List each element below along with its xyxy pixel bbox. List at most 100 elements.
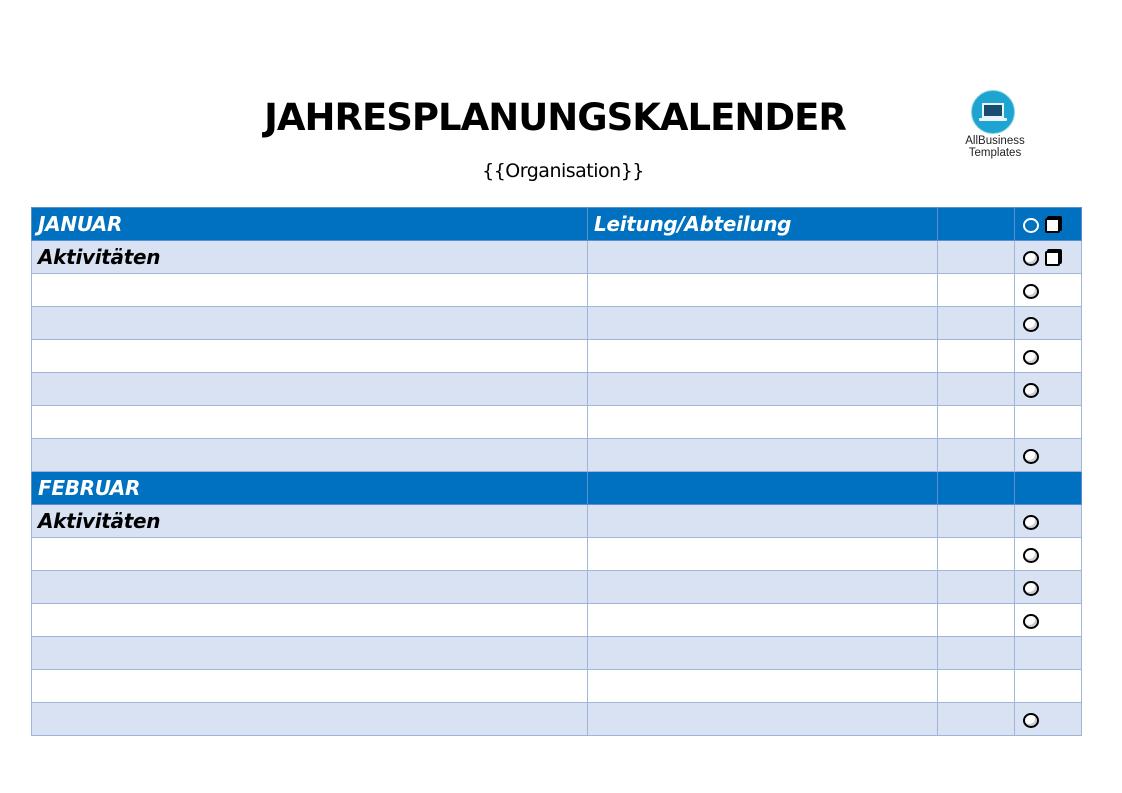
circle-checkbox-icon[interactable] [1023,449,1039,464]
laptop-icon [971,90,1015,134]
date-cell[interactable] [937,570,1015,604]
activity-row [31,636,1082,670]
status-cell[interactable] [1014,372,1082,406]
logo-text: AllBusiness Templates [958,135,1032,159]
activity-cell[interactable] [31,669,588,703]
status-cell[interactable] [1014,405,1082,439]
status-cell[interactable] [1014,207,1082,241]
leitung-cell[interactable] [587,636,938,670]
date-cell[interactable] [937,273,1015,307]
activity-cell[interactable] [31,306,588,340]
leitung-cell[interactable] [587,240,938,274]
allbusiness-templates-logo: AllBusiness Templates [958,88,1032,164]
date-cell[interactable] [937,471,1015,505]
date-cell[interactable] [937,372,1015,406]
leitung-cell[interactable] [587,405,938,439]
leitung-cell[interactable] [587,438,938,472]
activity-cell[interactable] [31,702,588,736]
date-cell[interactable] [937,306,1015,340]
date-cell[interactable] [937,636,1015,670]
planning-table: JANUAR Leitung/Abteilung Aktivitäten FEBRUA… [31,207,1082,736]
leitung-cell[interactable] [587,702,938,736]
status-cell[interactable] [1014,240,1082,274]
circle-checkbox-icon[interactable] [1023,515,1039,530]
activity-cell[interactable]: Aktivitäten [31,504,588,538]
leitung-header: Leitung/Abteilung [587,207,938,241]
status-cell[interactable] [1014,570,1082,604]
month-name: JANUAR [31,207,588,241]
circle-checkbox-icon[interactable] [1023,383,1039,398]
activities-label: Aktivitäten [38,245,161,269]
status-cell[interactable] [1014,504,1082,538]
circle-checkbox-icon[interactable] [1023,317,1039,332]
leitung-cell[interactable] [587,603,938,637]
status-cell[interactable] [1014,339,1082,373]
leitung-cell[interactable] [587,306,938,340]
circle-checkbox-icon[interactable] [1023,713,1039,728]
square-checkbox-icon[interactable] [1045,251,1060,266]
organisation-placeholder: {{Organisation}} [482,160,644,182]
date-cell[interactable] [937,240,1015,274]
square-checkbox-icon[interactable] [1045,218,1060,233]
date-cell[interactable] [937,702,1015,736]
activity-row [31,438,1082,472]
leitung-cell[interactable] [587,537,938,571]
activity-row [31,702,1082,736]
activity-row [31,537,1082,571]
leitung-cell[interactable] [587,669,938,703]
circle-checkbox-icon[interactable] [1023,218,1039,233]
activity-cell[interactable] [31,405,588,439]
status-cell[interactable] [1014,636,1082,670]
activity-row [31,570,1082,604]
activity-row: Aktivitäten [31,240,1082,274]
month-header-row: FEBRUAR [31,471,1082,505]
date-cell[interactable] [937,504,1015,538]
leitung-cell[interactable] [587,504,938,538]
status-cell[interactable] [1014,537,1082,571]
page-title: JAHRESPLANUNGSKALENDER [264,96,847,139]
logo-line-1: AllBusiness [965,135,1025,147]
status-cell[interactable] [1014,306,1082,340]
activity-row: Aktivitäten [31,504,1082,538]
logo-line-2: Templates [968,147,1022,159]
date-cell[interactable] [937,207,1015,241]
leitung-cell[interactable] [587,273,938,307]
activity-row [31,273,1082,307]
activity-cell[interactable] [31,372,588,406]
activity-cell[interactable] [31,438,588,472]
date-cell[interactable] [937,339,1015,373]
leitung-cell[interactable] [587,372,938,406]
activity-row [31,669,1082,703]
status-cell[interactable] [1014,669,1082,703]
activity-cell[interactable]: Aktivitäten [31,240,588,274]
activities-label: Aktivitäten [38,509,161,533]
date-cell[interactable] [937,438,1015,472]
circle-checkbox-icon[interactable] [1023,581,1039,596]
date-cell[interactable] [937,537,1015,571]
status-cell[interactable] [1014,702,1082,736]
activity-row [31,372,1082,406]
activity-cell[interactable] [31,570,588,604]
circle-checkbox-icon[interactable] [1023,548,1039,563]
circle-checkbox-icon[interactable] [1023,284,1039,299]
activity-row [31,306,1082,340]
leitung-cell[interactable] [587,339,938,373]
activity-row [31,339,1082,373]
date-cell[interactable] [937,669,1015,703]
circle-checkbox-icon[interactable] [1023,614,1039,629]
circle-checkbox-icon[interactable] [1023,350,1039,365]
status-cell[interactable] [1014,471,1082,505]
status-cell[interactable] [1014,273,1082,307]
date-cell[interactable] [937,603,1015,637]
month-header-row: JANUAR Leitung/Abteilung [31,207,1082,241]
status-cell[interactable] [1014,603,1082,637]
date-cell[interactable] [937,405,1015,439]
activity-cell[interactable] [31,537,588,571]
circle-checkbox-icon[interactable] [1023,251,1039,266]
activity-cell[interactable] [31,636,588,670]
status-cell[interactable] [1014,438,1082,472]
activity-cell[interactable] [31,339,588,373]
leitung-cell[interactable] [587,570,938,604]
activity-cell[interactable] [31,603,588,637]
activity-cell[interactable] [31,273,588,307]
